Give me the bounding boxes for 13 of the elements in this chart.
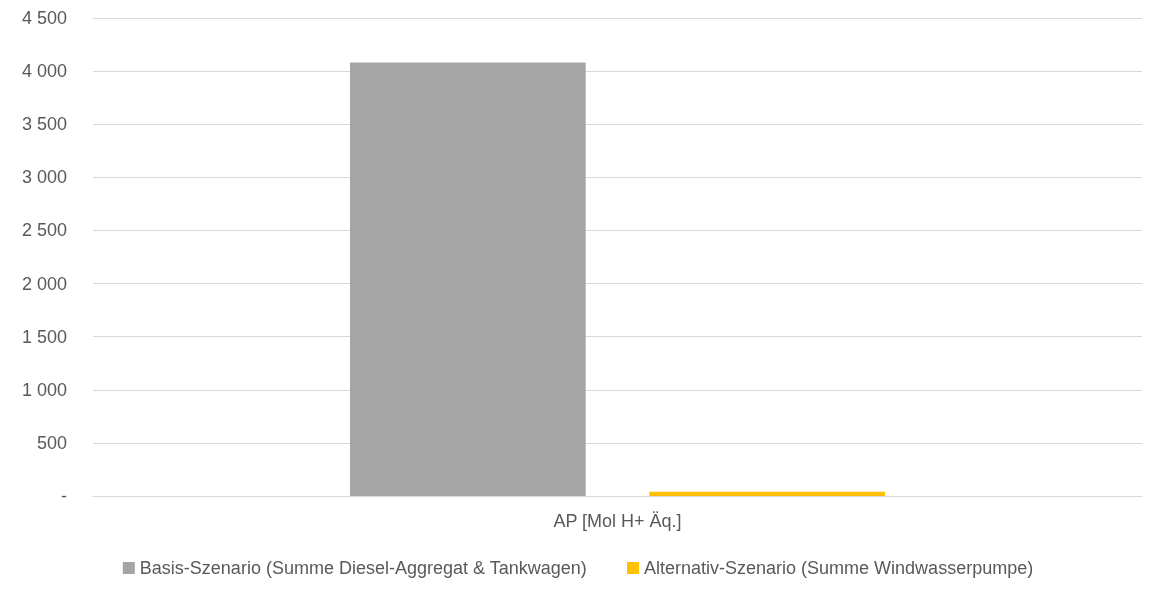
y-tick-label: 3 000 bbox=[21, 167, 67, 188]
legend-label: Basis-Szenario (Summe Diesel-Aggregat & Tankwagen) bbox=[139, 558, 587, 578]
y-tick-label: 1 500 bbox=[21, 326, 67, 347]
y-tick-label: - bbox=[61, 486, 67, 506]
y-tick-label: 500 bbox=[36, 432, 67, 453]
y-tick-label: 3 500 bbox=[21, 114, 67, 135]
y-tick-label: 2 000 bbox=[21, 273, 67, 294]
y-tick-label: 4 000 bbox=[21, 61, 67, 82]
legend-label: Alternativ-Szenario (Summe Windwasserpumpe) bbox=[644, 558, 1034, 578]
y-tick-label: 1 000 bbox=[21, 379, 67, 400]
y-tick-label: 2 500 bbox=[21, 220, 67, 241]
x-tick-label: AP [Mol H+ Äq.] bbox=[553, 511, 682, 531]
y-tick-label: 4 500 bbox=[21, 8, 67, 28]
